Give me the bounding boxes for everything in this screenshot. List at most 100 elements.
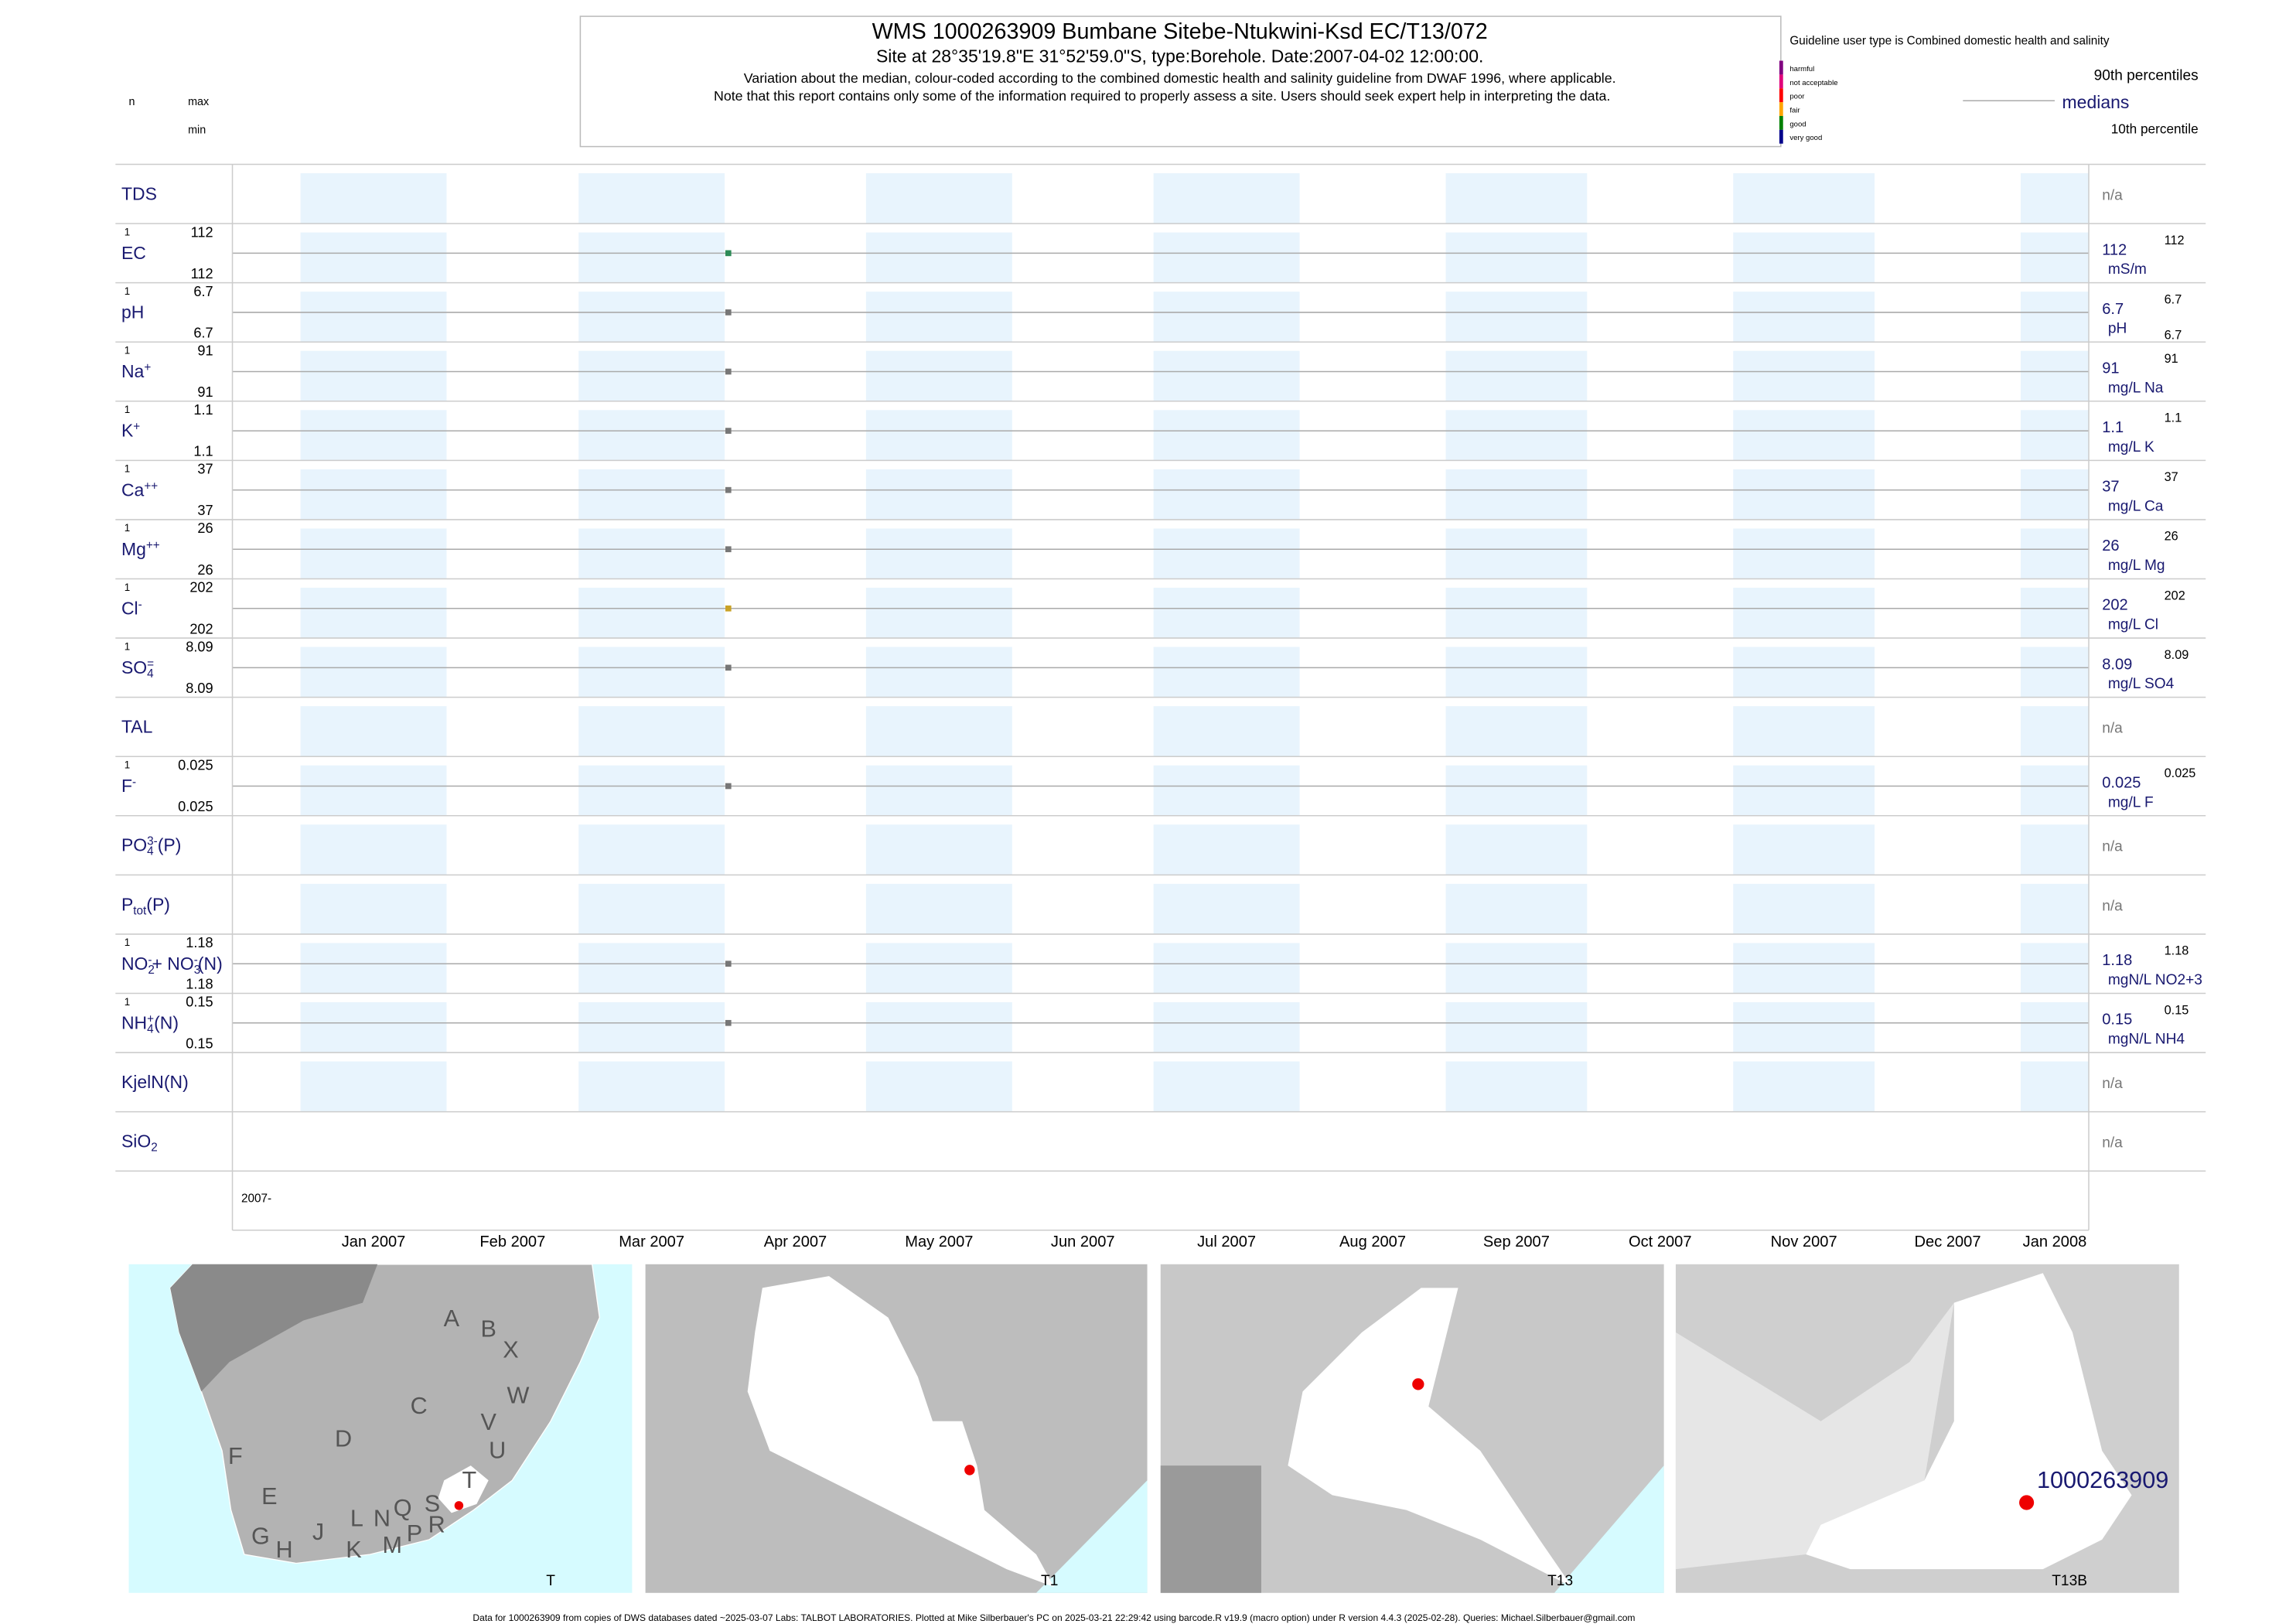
parameter-name: NH4+(N) — [121, 1012, 179, 1035]
month-band — [865, 350, 1012, 401]
name-part: tot — [133, 904, 147, 917]
region-letter: A — [444, 1305, 460, 1332]
month-band — [1153, 1061, 1300, 1112]
month-band — [1733, 528, 1875, 579]
min-label: 37 — [197, 503, 213, 518]
month-band — [300, 647, 447, 698]
name-part: 4 — [147, 844, 154, 858]
median-label: 112 — [2102, 241, 2127, 258]
month-band — [578, 232, 725, 283]
max-label: 0.025 — [178, 757, 213, 773]
month-band — [578, 1061, 725, 1112]
unit-label: mg/L Ca — [2108, 498, 2164, 514]
region-letter: B — [480, 1316, 496, 1343]
map-label: T13B — [2052, 1573, 2087, 1589]
parameter-name: Ptot(P) — [121, 894, 170, 917]
name-part: 3- — [147, 834, 158, 848]
class-swatch — [1779, 129, 1783, 144]
month-band — [1153, 943, 1300, 994]
parameter-name: SiO2 — [121, 1131, 158, 1155]
median-label: 26 — [2102, 537, 2119, 554]
footer: Data for 1000263909 from copies of DWS d… — [473, 1612, 1635, 1623]
median-label: 91 — [2102, 360, 2119, 377]
month-band — [1445, 1061, 1588, 1112]
name-part: Na — [121, 361, 145, 381]
month-band — [865, 469, 1012, 520]
month-band — [1153, 410, 1300, 461]
name-part: NH — [121, 1012, 147, 1032]
min-label: 6.7 — [193, 325, 213, 340]
month-band — [300, 824, 447, 875]
month-band — [2020, 824, 2090, 875]
region-letter: C — [411, 1393, 428, 1419]
subtitle: Site at 28°35'19.8"E 31°52'59.0"S, type:… — [876, 46, 1483, 66]
class-label: very good — [1789, 134, 1822, 142]
class-swatch — [1779, 88, 1783, 103]
month-band — [578, 765, 725, 816]
key-max: max — [188, 96, 210, 108]
map-land — [169, 1264, 600, 1564]
month-band — [1445, 1001, 1588, 1053]
month-band — [865, 528, 1012, 579]
month-band — [578, 943, 725, 994]
name-part: NO — [121, 954, 148, 974]
max-right: 6.7 — [2165, 292, 2182, 306]
region-letter: R — [428, 1511, 445, 1537]
month-band — [1445, 410, 1588, 461]
name-part: 3 — [194, 963, 201, 976]
unit-label: pH — [2108, 321, 2127, 337]
name-part: TDS — [121, 183, 157, 203]
region-letter: D — [335, 1425, 352, 1452]
month-label: Jul 2007 — [1197, 1233, 1256, 1250]
month-band — [2020, 943, 2090, 994]
month-band — [865, 824, 1012, 875]
parameter-name: Cl- — [121, 598, 142, 618]
month-band — [1153, 824, 1300, 875]
month-label: Sep 2007 — [1483, 1233, 1550, 1250]
month-band — [1733, 469, 1875, 520]
class-swatch — [1779, 74, 1783, 89]
month-band — [2020, 647, 2090, 698]
month-label: Mar 2007 — [619, 1233, 684, 1250]
region-letter: K — [346, 1537, 362, 1563]
month-band — [1153, 173, 1300, 224]
max-right: 1.1 — [2165, 411, 2182, 425]
month-band — [2020, 173, 2090, 224]
month-band — [300, 232, 447, 283]
region-letter: U — [489, 1438, 506, 1464]
median-point — [725, 486, 732, 493]
month-label: Apr 2007 — [764, 1233, 827, 1250]
median-label: 1.18 — [2102, 952, 2132, 969]
region-letter: P — [407, 1520, 422, 1547]
month-band — [1445, 706, 1588, 757]
month-band — [865, 883, 1012, 934]
map-site — [1412, 1378, 1424, 1390]
month-band — [1733, 1061, 1875, 1112]
max-right: 112 — [2165, 234, 2185, 247]
parameter-name: K+ — [121, 420, 140, 440]
median-point — [725, 250, 732, 257]
month-band — [1153, 1001, 1300, 1053]
parameter-name: PO43-(P) — [121, 834, 181, 858]
name-part: + — [147, 1012, 154, 1025]
name-part: pH — [121, 302, 144, 322]
max-label: 91 — [197, 343, 213, 358]
month-band — [578, 587, 725, 639]
month-band — [578, 469, 725, 520]
region-letter: G — [251, 1523, 270, 1550]
name-part: K — [121, 421, 134, 441]
key-n: n — [129, 96, 135, 108]
median-point — [725, 664, 732, 671]
n-label: 1 — [125, 522, 130, 534]
max-right: 26 — [2165, 530, 2178, 544]
name-part: (P) — [146, 894, 170, 914]
region-letter: M — [383, 1532, 403, 1558]
month-band — [1153, 528, 1300, 579]
median-label: 37 — [2102, 479, 2119, 496]
median-point — [725, 368, 732, 375]
unit-label: mgN/L NO2+3 — [2108, 972, 2202, 988]
name-part: (P) — [158, 835, 182, 855]
map-sea — [1554, 1465, 1664, 1593]
month-band — [1733, 173, 1875, 224]
